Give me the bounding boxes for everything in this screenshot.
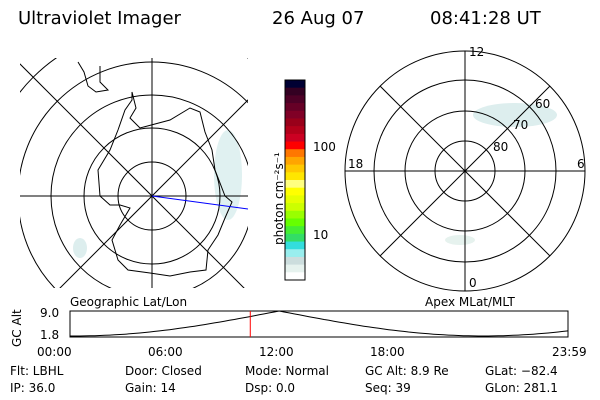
colorbar-band — [285, 195, 305, 204]
date-label: 26 Aug 07 — [272, 8, 365, 29]
timeline-x-2: 12:00 — [259, 345, 294, 359]
colorbar-band — [285, 187, 305, 196]
colorbar-band — [285, 249, 305, 258]
timeline-x-4: 23:59 — [552, 345, 587, 359]
mlt-label-6: 6 — [577, 157, 585, 171]
colorbar-band — [285, 156, 305, 166]
colorbar-band — [285, 80, 305, 89]
colorbar-band — [285, 210, 305, 219]
colorbar-band — [285, 164, 305, 173]
colorbar-tick-100: 100 — [313, 140, 336, 154]
colorbar-band — [285, 172, 305, 181]
mlt-label-12: 12 — [469, 45, 485, 59]
antarctica-coastline — [97, 91, 233, 277]
time-label: 08:41:28 UT — [430, 8, 541, 29]
colorbar-band — [285, 126, 305, 135]
aurora-emission — [73, 238, 87, 258]
colorbar-frame — [284, 79, 306, 281]
mlt-label-0: 0 — [469, 276, 477, 290]
info-field: Door: Closed — [125, 364, 202, 378]
geographic-label: Geographic Lat/Lon — [70, 295, 188, 309]
info-field: GLat: −82.4 — [485, 364, 558, 378]
aurora-emission — [214, 130, 242, 220]
timeline-x-1: 06:00 — [148, 345, 183, 359]
colorbar-band — [285, 256, 305, 266]
colorbar-band — [285, 233, 305, 243]
colorbar-band — [285, 133, 305, 143]
colorbar-band — [285, 110, 305, 119]
aurora-emission — [445, 235, 475, 245]
mlat-label-80: 80 — [493, 140, 509, 154]
colorbar-band — [285, 95, 305, 104]
colorbar-band — [285, 241, 305, 250]
timeline-x-0: 00:00 — [37, 345, 72, 359]
colorbar-band — [285, 272, 305, 281]
info-field: Mode: Normal — [245, 364, 329, 378]
mlat-label-60: 60 — [535, 97, 551, 111]
info-field: Seq: 39 — [365, 381, 411, 395]
info-field: Gain: 14 — [125, 381, 176, 395]
colorbar-band — [285, 218, 305, 227]
apex-label: Apex MLat/MLT — [425, 295, 515, 309]
colorbar-band — [285, 87, 305, 96]
colorbar-tick-10: 10 — [313, 228, 329, 242]
timeline-ymin: 1.8 — [40, 328, 60, 342]
altitude-curve — [70, 310, 569, 337]
south-america-coastline — [77, 61, 110, 93]
timeline-frame — [69, 310, 569, 338]
colorbar-band — [285, 149, 305, 158]
colorbar-band — [285, 180, 305, 189]
colorbar-unit-label: photon cm⁻²s⁻¹ — [272, 152, 286, 245]
info-field: Dsp: 0.0 — [245, 381, 296, 395]
info-field: IP: 36.0 — [10, 381, 56, 395]
colorbar-band — [285, 103, 305, 112]
instrument-title: Ultraviolet Imager — [18, 8, 181, 29]
colorbar-band — [285, 141, 305, 150]
info-field: GLon: 281.1 — [485, 381, 558, 395]
satellite-look-line — [151, 195, 248, 210]
mlat-label-70: 70 — [513, 118, 529, 132]
magnetic-map — [344, 50, 586, 292]
colorbar-band — [285, 203, 305, 212]
colorbar-band — [285, 226, 305, 235]
info-field: Flt: LBHL — [10, 364, 64, 378]
colorbar-band — [285, 264, 305, 273]
aurora-emission — [473, 103, 557, 127]
mlt-line — [379, 85, 551, 257]
colorbar-band — [285, 118, 305, 127]
mlt-label-18: 18 — [348, 157, 364, 171]
geographic-map — [20, 58, 248, 288]
colorbar — [284, 79, 306, 281]
info-field: GC Alt: 8.9 Re — [365, 364, 449, 378]
timeline-ylabel: GC Alt — [10, 309, 24, 347]
timeline-ymax: 9.0 — [40, 306, 60, 320]
timeline-plot — [69, 310, 569, 338]
timeline-x-3: 18:00 — [370, 345, 405, 359]
